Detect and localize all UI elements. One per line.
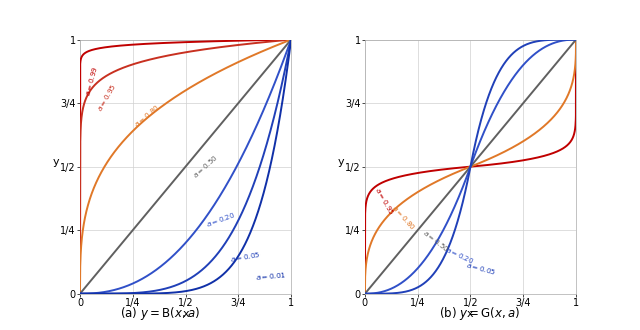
X-axis label: x: x [467, 309, 474, 319]
Text: $a = 0.05$: $a = 0.05$ [229, 249, 261, 264]
Text: $a = 0.01$: $a = 0.01$ [255, 270, 286, 282]
Y-axis label: y: y [52, 157, 60, 167]
Text: $a = 0.20$: $a = 0.20$ [444, 245, 476, 266]
Text: $a = 0.95$: $a = 0.95$ [95, 82, 118, 113]
Text: $a = 0.80$: $a = 0.80$ [390, 203, 417, 232]
Text: (b) $y = \mathrm{G}(x, a)$: (b) $y = \mathrm{G}(x, a)$ [440, 305, 520, 322]
Text: $a = 0.05$: $a = 0.05$ [465, 260, 497, 277]
Text: (a) $y = \mathrm{B}(x, a)$: (a) $y = \mathrm{B}(x, a)$ [120, 305, 200, 322]
Text: $a = 0.80$: $a = 0.80$ [132, 103, 161, 129]
Text: $a = 0.50$: $a = 0.50$ [191, 153, 220, 180]
Text: $a = 0.50$: $a = 0.50$ [421, 228, 451, 254]
X-axis label: x: x [182, 309, 189, 319]
Text: $a = 0.95$: $a = 0.95$ [372, 186, 396, 217]
Y-axis label: y: y [338, 157, 344, 167]
Text: $a = 0.99$: $a = 0.99$ [83, 64, 100, 97]
Text: $a = 0.20$: $a = 0.20$ [205, 211, 237, 229]
